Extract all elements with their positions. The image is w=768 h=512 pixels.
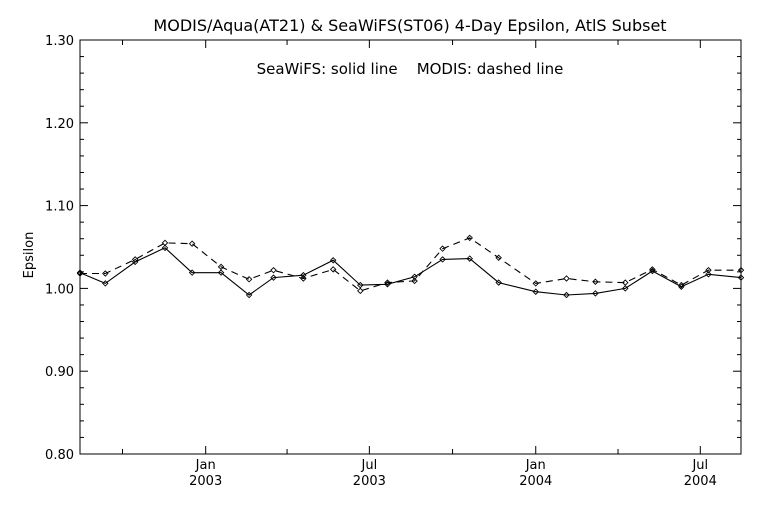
y-tick-label: 1.10 bbox=[45, 200, 74, 215]
seawifs-point bbox=[466, 255, 473, 262]
x-tick-month: Jan bbox=[195, 458, 216, 473]
x-tick-year: 2003 bbox=[189, 474, 222, 489]
seawifs-point bbox=[495, 279, 502, 286]
modis-point bbox=[678, 281, 685, 289]
modis-point bbox=[131, 256, 139, 263]
modis-point bbox=[217, 263, 225, 271]
modis-point bbox=[300, 275, 307, 282]
modis-point bbox=[76, 270, 84, 277]
seawifs-point bbox=[411, 273, 418, 281]
y-tick-label: 0.90 bbox=[45, 365, 74, 380]
seawifs-point bbox=[188, 269, 196, 276]
modis-point bbox=[411, 277, 418, 285]
y-tick-label: 1.20 bbox=[45, 117, 74, 132]
line-style-annotation: SeaWiFS: solid line MODIS: dashed line bbox=[257, 60, 564, 78]
seawifs-point bbox=[439, 256, 446, 263]
modis-point bbox=[102, 270, 109, 277]
modis-point bbox=[495, 254, 502, 262]
y-tick-label: 1.30 bbox=[45, 34, 74, 49]
modis-point bbox=[384, 279, 391, 286]
seawifs-point bbox=[737, 274, 745, 281]
x-tick-year: 2003 bbox=[353, 474, 386, 489]
y-axis: 0.80 0.90 1.00 1.10 1.20 1.30 bbox=[45, 34, 741, 463]
x-tick-month: Jul bbox=[361, 458, 378, 473]
seawifs-point bbox=[563, 291, 570, 299]
modis-point bbox=[245, 276, 253, 283]
seawifs-point bbox=[76, 269, 84, 276]
y-tick-label: 1.00 bbox=[45, 282, 74, 297]
seawifs-point bbox=[161, 244, 169, 252]
seawifs-point bbox=[532, 288, 539, 295]
seawifs-point bbox=[131, 258, 139, 266]
modis-point bbox=[705, 266, 712, 274]
seawifs-point bbox=[329, 257, 337, 264]
x-tick-month: Jan bbox=[525, 458, 546, 473]
seawifs-point bbox=[622, 285, 629, 292]
seawifs-point bbox=[270, 274, 277, 281]
seawifs-point bbox=[245, 291, 253, 299]
plot-frame bbox=[79, 39, 742, 455]
modis-point bbox=[622, 279, 629, 286]
modis-point bbox=[161, 239, 169, 247]
seawifs-point bbox=[705, 271, 712, 278]
x-tick-month: Jul bbox=[691, 458, 708, 473]
modis-point bbox=[329, 266, 337, 273]
modis-point bbox=[439, 245, 446, 252]
y-tick-label: 0.80 bbox=[45, 448, 74, 463]
modis-point bbox=[188, 240, 196, 247]
x-tick-year: 2004 bbox=[684, 474, 717, 489]
modis-point bbox=[563, 275, 570, 282]
series-layer bbox=[76, 234, 745, 299]
modis-point bbox=[592, 278, 599, 286]
seawifs-line bbox=[79, 247, 742, 296]
modis-line bbox=[80, 237, 741, 292]
modis-point bbox=[357, 287, 364, 295]
x-tick-year: 2004 bbox=[519, 474, 552, 489]
modis-point bbox=[649, 266, 656, 273]
seawifs-point bbox=[592, 290, 599, 297]
y-axis-label: Epsilon bbox=[22, 232, 37, 279]
seawifs-point bbox=[102, 280, 109, 287]
chart-title: MODIS/Aqua(AT21) & SeaWiFS(ST06) 4-Day E… bbox=[153, 16, 666, 35]
modis-point bbox=[466, 234, 473, 242]
modis-point bbox=[737, 266, 745, 274]
modis-point bbox=[532, 280, 539, 287]
seawifs-point bbox=[217, 269, 225, 276]
modis-point bbox=[270, 266, 277, 274]
seawifs-point bbox=[300, 271, 307, 279]
